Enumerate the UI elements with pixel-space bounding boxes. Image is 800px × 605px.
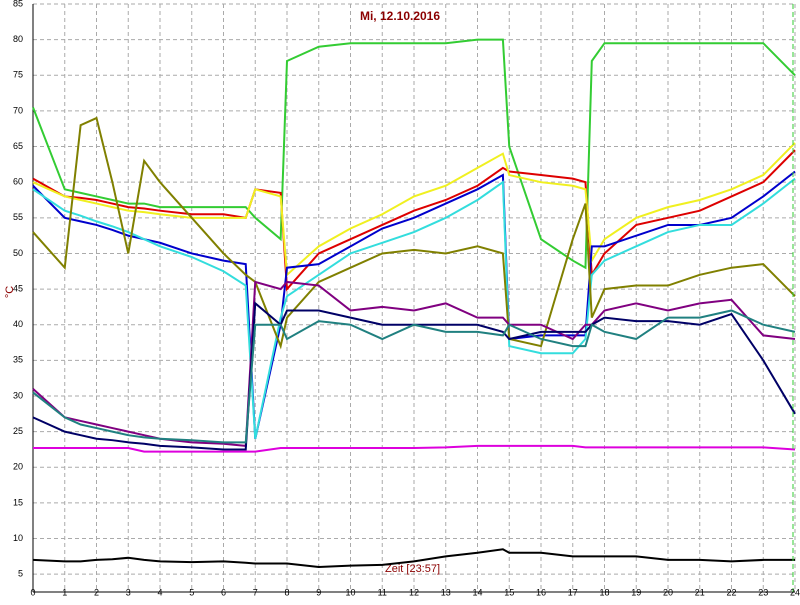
y-tick-label: 70 xyxy=(13,105,23,115)
x-tick-label: 20 xyxy=(663,587,673,597)
series-line xyxy=(32,548,795,569)
series-line xyxy=(32,116,796,350)
series-line xyxy=(32,177,796,439)
series-line xyxy=(32,149,796,292)
series-line xyxy=(33,444,796,453)
y-tick-label: 55 xyxy=(13,212,23,222)
x-tick-label: 14 xyxy=(472,587,482,597)
y-tick-label: 85 xyxy=(13,0,23,8)
series-line xyxy=(32,170,796,439)
y-tick-label: 50 xyxy=(13,248,23,258)
y-tick-label: 80 xyxy=(13,34,23,44)
y-tick-label: 45 xyxy=(13,283,23,293)
x-tick-label: 7 xyxy=(253,587,258,597)
x-tick-label: 23 xyxy=(758,587,768,597)
x-tick-label: 17 xyxy=(568,587,578,597)
series-line xyxy=(32,142,796,277)
x-tick-label: 10 xyxy=(345,587,355,597)
y-tick-label: 35 xyxy=(13,355,23,365)
x-tick-label: 18 xyxy=(599,587,609,597)
y-tick-label: 25 xyxy=(13,426,23,436)
y-tick-label: 75 xyxy=(13,70,23,80)
y-tick-label: 60 xyxy=(13,177,23,187)
x-tick-label: 1 xyxy=(62,587,67,597)
x-tick-label: 8 xyxy=(284,587,289,597)
y-tick-label: 15 xyxy=(13,497,23,507)
y-axis-label: °C xyxy=(4,286,16,298)
x-tick-label: 19 xyxy=(631,587,641,597)
series-line xyxy=(32,38,796,270)
x-tick-label: 12 xyxy=(409,587,419,597)
x-tick-label: 0 xyxy=(30,587,35,597)
x-tick-label: 15 xyxy=(504,587,514,597)
x-tick-label: 6 xyxy=(221,587,226,597)
x-tick-label: 16 xyxy=(536,587,546,597)
x-tick-label: 9 xyxy=(316,587,321,597)
chart-title: Mi, 12.10.2016 xyxy=(360,9,440,23)
x-tick-label: 11 xyxy=(378,587,387,597)
y-tick-label: 20 xyxy=(13,462,23,472)
series-line xyxy=(32,301,796,451)
x-tick-label: 4 xyxy=(157,587,162,597)
series-line xyxy=(32,280,796,447)
x-tick-label: 5 xyxy=(189,587,194,597)
time-annotation: Zeit [23:57] xyxy=(385,563,440,575)
x-tick-label: 22 xyxy=(726,587,736,597)
y-tick-label: 40 xyxy=(13,319,23,329)
x-tick-label: 24 xyxy=(790,587,800,597)
y-tick-label: 5 xyxy=(18,569,23,579)
series-line xyxy=(32,309,796,444)
x-tick-label: 2 xyxy=(94,587,99,597)
x-tick-label: 3 xyxy=(126,587,131,597)
x-tick-label: 21 xyxy=(695,587,705,597)
y-tick-label: 30 xyxy=(13,390,23,400)
y-tick-label: 10 xyxy=(13,533,23,543)
x-tick-label: 13 xyxy=(441,587,451,597)
y-tick-label: 65 xyxy=(13,141,23,151)
